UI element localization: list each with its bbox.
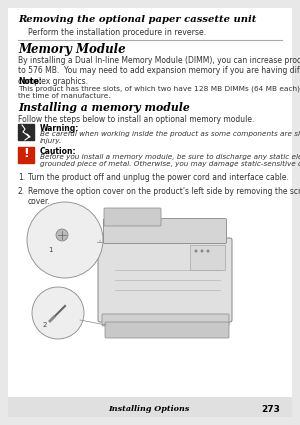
Bar (190, 245, 225, 270)
Text: Installing a memory module: Installing a memory module (18, 102, 190, 113)
Text: Remove the option cover on the product's left side by removing the screw from th: Remove the option cover on the product's… (28, 187, 300, 207)
Text: Follow the steps below to install an optional memory module.: Follow the steps below to install an opt… (18, 115, 254, 124)
Circle shape (56, 229, 68, 241)
Circle shape (200, 249, 203, 252)
Text: 2: 2 (43, 322, 47, 328)
Bar (18, 147, 34, 163)
Text: Removing the optional paper cassette unit: Removing the optional paper cassette uni… (18, 15, 256, 24)
Bar (8, 397, 292, 417)
FancyBboxPatch shape (98, 238, 232, 322)
Text: Turn the product off and unplug the power cord and interface cable.: Turn the product off and unplug the powe… (28, 173, 289, 182)
Text: !: ! (23, 147, 29, 160)
Text: Perform the installation procedure in reverse.: Perform the installation procedure in re… (28, 28, 206, 37)
FancyBboxPatch shape (105, 322, 229, 338)
Text: This product has three slots, of which two have 128 MB DIMMs (64 MB each) alread: This product has three slots, of which t… (18, 85, 300, 99)
Text: 1: 1 (48, 247, 52, 253)
Circle shape (206, 249, 209, 252)
FancyBboxPatch shape (104, 208, 161, 226)
Text: Warning:: Warning: (40, 124, 80, 133)
Circle shape (32, 287, 84, 339)
Text: 2.: 2. (18, 187, 25, 196)
Text: Caution:: Caution: (40, 147, 76, 156)
Text: Installing Options: Installing Options (109, 405, 190, 413)
FancyBboxPatch shape (102, 314, 229, 326)
FancyBboxPatch shape (103, 218, 226, 244)
Text: Memory Module: Memory Module (18, 43, 126, 56)
Text: By installing a Dual In-line Memory Module (DIMM), you can increase product memo: By installing a Dual In-line Memory Modu… (18, 56, 300, 86)
Text: 273: 273 (261, 405, 280, 414)
Circle shape (27, 202, 103, 278)
Text: 1.: 1. (18, 173, 25, 182)
Bar (18, 124, 34, 140)
Text: Be careful when working inside the product as some components are sharp and may : Be careful when working inside the produ… (40, 131, 300, 144)
Text: Note:: Note: (18, 77, 42, 86)
Circle shape (194, 249, 197, 252)
Text: Before you install a memory module, be sure to discharge any static electricity : Before you install a memory module, be s… (40, 154, 300, 167)
